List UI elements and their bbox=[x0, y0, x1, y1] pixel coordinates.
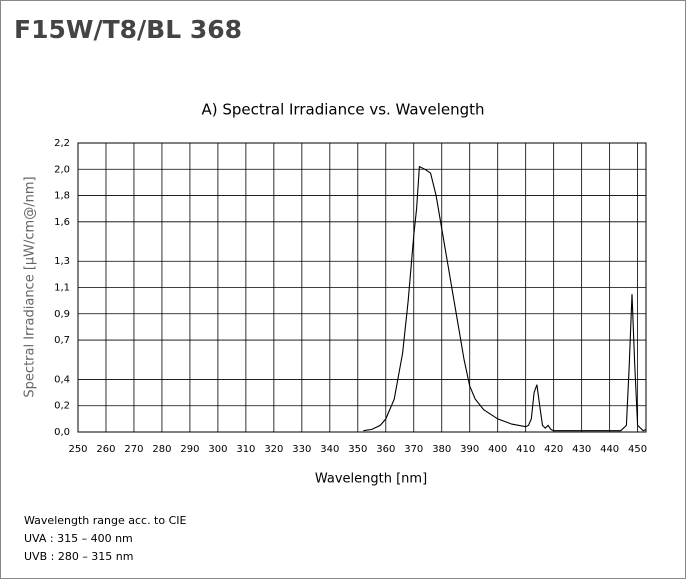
x-tick-label: 370 bbox=[404, 444, 423, 455]
x-tick-label: 280 bbox=[152, 444, 171, 455]
x-tick-label: 350 bbox=[348, 444, 367, 455]
page-title: F15W/T8/BL 368 bbox=[14, 15, 242, 44]
x-tick-label: 340 bbox=[320, 444, 339, 455]
note: UVB : 280 – 315 nm bbox=[24, 550, 134, 563]
note: Wavelength range acc. to CIE bbox=[24, 514, 187, 527]
x-tick-label: 410 bbox=[516, 444, 535, 455]
x-tick-label: 250 bbox=[68, 444, 87, 455]
y-axis-label: Spectral Irradiance [µW/cm@/nm] bbox=[23, 176, 38, 397]
y-tick-label: 1,1 bbox=[54, 283, 70, 294]
x-tick-label: 390 bbox=[460, 444, 479, 455]
y-tick-label: 1,6 bbox=[54, 217, 70, 228]
x-tick-label: 400 bbox=[488, 444, 507, 455]
y-tick-label: 0,9 bbox=[54, 309, 70, 320]
x-tick-label: 450 bbox=[628, 444, 647, 455]
x-tick-label: 320 bbox=[264, 444, 283, 455]
y-tick-label: 2,2 bbox=[54, 138, 70, 149]
y-tick-label: 2,0 bbox=[54, 164, 70, 175]
x-tick-label: 270 bbox=[124, 444, 143, 455]
y-tick-label: 1,3 bbox=[54, 256, 70, 267]
note: UVA : 315 – 400 nm bbox=[24, 532, 133, 545]
chart-title: A) Spectral Irradiance vs. Wavelength bbox=[201, 101, 484, 119]
x-tick-label: 260 bbox=[96, 444, 115, 455]
x-tick-label: 330 bbox=[292, 444, 311, 455]
x-axis-label: Wavelength [nm] bbox=[315, 472, 427, 487]
x-tick-label: 420 bbox=[544, 444, 563, 455]
x-tick-label: 290 bbox=[180, 444, 199, 455]
spectrum-line bbox=[363, 165, 647, 432]
x-tick-label: 430 bbox=[572, 444, 591, 455]
y-tick-label: 0,0 bbox=[54, 427, 70, 438]
y-tick-label: 1,8 bbox=[54, 191, 70, 202]
x-tick-label: 360 bbox=[376, 444, 395, 455]
x-tick-label: 310 bbox=[236, 444, 255, 455]
y-tick-label: 0,4 bbox=[54, 374, 70, 385]
x-tick-label: 440 bbox=[600, 444, 619, 455]
y-tick-label: 0,2 bbox=[54, 401, 70, 412]
x-tick-label: 380 bbox=[432, 444, 451, 455]
y-tick-label: 0,7 bbox=[54, 335, 70, 346]
x-tick-label: 300 bbox=[208, 444, 227, 455]
